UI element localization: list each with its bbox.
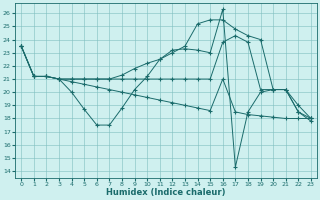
X-axis label: Humidex (Indice chaleur): Humidex (Indice chaleur) xyxy=(106,188,226,197)
